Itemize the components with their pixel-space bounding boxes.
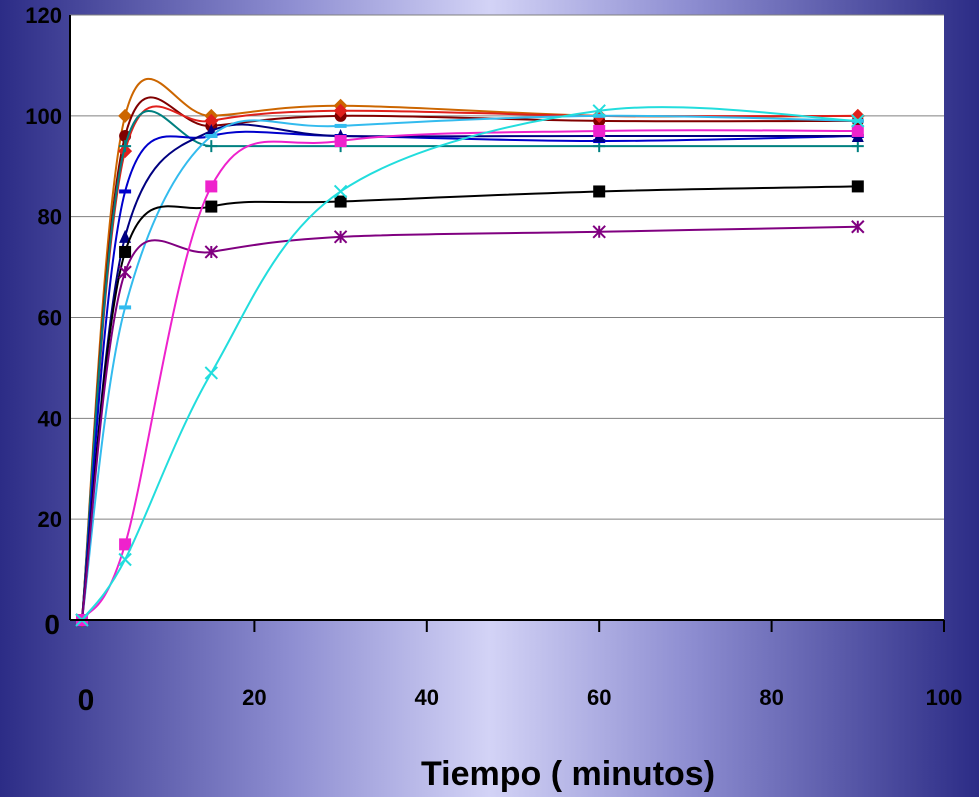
- marker-s10-p3: [334, 135, 347, 148]
- marker-s11-p4: [592, 104, 606, 118]
- series-4: [76, 109, 864, 626]
- y-tick-label-80: 80: [38, 205, 62, 230]
- marker-s7-p1: [119, 305, 132, 310]
- x-tick-label-60: 60: [587, 685, 611, 710]
- y-tick-label-100: 100: [25, 104, 62, 129]
- series-line-7: [81, 114, 858, 621]
- x-axis-title: Tiempo ( minutos): [421, 755, 715, 793]
- series-line-4: [81, 109, 858, 621]
- marker-s7-p4: [593, 113, 606, 118]
- series-group: [75, 77, 865, 627]
- marker-s3-p3: [333, 103, 348, 118]
- y-tick-label-60: 60: [38, 306, 62, 331]
- marker-s6-p1: [119, 229, 132, 243]
- y-tick-label-120: 120: [25, 3, 62, 28]
- x-tick-label-0: 0: [78, 684, 95, 717]
- marker-s11-p2: [204, 366, 219, 380]
- marker-s10-p2: [205, 180, 218, 193]
- marker-s8-p3: [334, 195, 347, 208]
- y-tick-label-0: 0: [44, 609, 60, 640]
- gridlines: [70, 14, 944, 520]
- marker-s9-p5: [851, 220, 865, 234]
- marker-s4-p1: [119, 140, 132, 153]
- series-line-10: [81, 129, 858, 621]
- marker-s10-p1: [119, 538, 132, 551]
- marker-s9-p2: [204, 245, 219, 259]
- marker-s10-p5: [851, 124, 864, 137]
- x-tick-label-100: 100: [926, 685, 963, 710]
- marker-s11-p5: [851, 114, 865, 128]
- marker-s8-p5: [851, 180, 864, 193]
- series-line-8: [81, 185, 858, 621]
- series-line-5: [81, 130, 858, 621]
- marker-s7-p2: [205, 134, 218, 138]
- marker-s9-p1: [118, 265, 132, 279]
- marker-s8-p1: [119, 245, 132, 258]
- series-line-9: [81, 225, 858, 621]
- tick-labels: 0 20 40 60 80 100 120 0 20 40 60 80 100: [25, 3, 962, 717]
- marker-s3-p2: [204, 113, 219, 128]
- marker-s4-p2: [205, 140, 218, 153]
- marker-s10-p4: [593, 124, 606, 137]
- x-tick-label-20: 20: [242, 685, 266, 710]
- marker-s5-p1: [119, 189, 132, 194]
- marker-s9-p3: [333, 230, 348, 244]
- marker-s4-p5: [851, 140, 864, 153]
- y-tick-label-40: 40: [38, 406, 62, 431]
- marker-s9-p4: [592, 225, 606, 239]
- marker-s11-p3: [333, 184, 348, 199]
- axes: [69, 15, 945, 632]
- marker-s8-p4: [593, 185, 606, 198]
- x-tick-label-80: 80: [759, 685, 783, 710]
- x-tick-label-40: 40: [415, 685, 439, 710]
- series-line-11: [81, 106, 858, 621]
- y-tick-label-20: 20: [38, 507, 62, 532]
- marker-s11-p1: [118, 552, 132, 567]
- marker-s7-p3: [334, 123, 347, 128]
- marker-s1-p1: [118, 108, 133, 123]
- series-9: [75, 220, 865, 627]
- marker-s8-p2: [205, 200, 218, 213]
